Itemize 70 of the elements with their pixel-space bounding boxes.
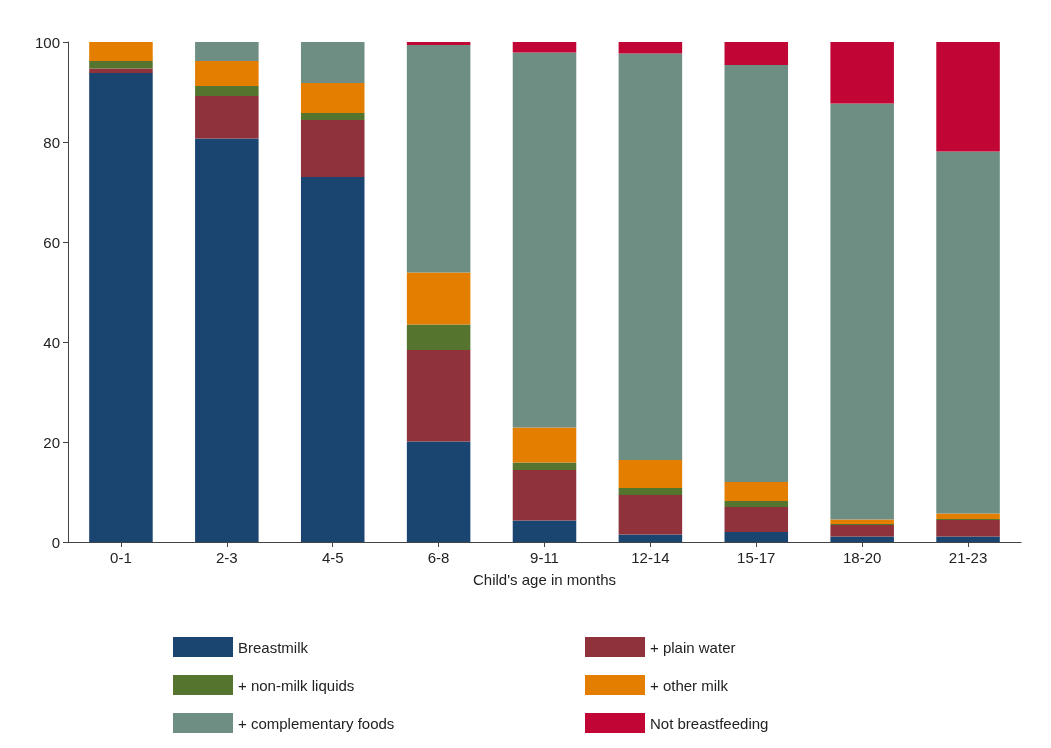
x-axis-title: Child's age in months	[473, 571, 616, 588]
bar	[89, 42, 153, 61]
bar	[300, 113, 365, 120]
bar	[300, 83, 365, 113]
bar	[89, 73, 153, 542]
bar	[936, 151, 1000, 514]
bar	[300, 42, 365, 83]
bar	[406, 45, 471, 273]
legend-label: + non-milk liquids	[238, 676, 355, 694]
bar	[195, 138, 259, 542]
bar	[195, 86, 259, 96]
y-tick-label: 40	[43, 333, 60, 351]
bar	[512, 427, 577, 463]
bar	[936, 520, 1000, 537]
x-tick-label: 0-1	[110, 549, 132, 566]
bar	[830, 525, 894, 537]
bar	[512, 52, 577, 428]
x-tick-label: 4-5	[321, 549, 344, 566]
bar	[724, 532, 789, 542]
bar	[89, 61, 153, 69]
x-tick-label: 12-14	[631, 549, 670, 566]
bar	[406, 42, 471, 45]
bar	[512, 470, 577, 521]
bar	[618, 460, 683, 488]
bar	[936, 42, 1000, 152]
bar	[724, 507, 789, 532]
bar	[724, 42, 789, 65]
bar	[406, 272, 471, 325]
bar	[618, 53, 683, 460]
x-tick-label: 9-11	[530, 549, 559, 566]
bar	[936, 513, 1000, 519]
x-tick-label: 6-8	[427, 549, 450, 566]
bar	[830, 536, 894, 542]
bar	[724, 65, 789, 482]
bar	[936, 536, 1000, 542]
bar	[512, 520, 577, 542]
bar	[300, 177, 365, 542]
legend-label: + complementary foods	[238, 714, 395, 732]
bar	[512, 42, 577, 53]
bar	[830, 42, 894, 104]
x-tick-label: 18-20	[842, 549, 882, 566]
bar	[300, 120, 365, 177]
legend-label: Breastmilk	[238, 638, 309, 656]
bar	[406, 441, 471, 542]
bar	[406, 350, 471, 442]
bar	[830, 519, 894, 524]
bar	[830, 103, 894, 520]
y-tick-label: 20	[43, 433, 60, 451]
bar	[618, 534, 683, 542]
bar	[724, 482, 789, 501]
y-tick-label: 0	[51, 533, 60, 551]
bar	[89, 68, 153, 73]
bar	[195, 61, 259, 86]
bar	[618, 42, 683, 54]
y-tick-label: 80	[43, 133, 60, 151]
x-tick-label: 21-23	[948, 549, 988, 566]
y-tick-label: 60	[43, 233, 60, 251]
legend-label: + other milk	[650, 676, 729, 694]
x-tick-label: 15-17	[737, 549, 776, 566]
bar	[512, 462, 577, 470]
bar	[406, 324, 471, 350]
legend-label: + plain water	[650, 638, 736, 656]
bar	[618, 488, 683, 495]
legend-label: Not breastfeeding	[650, 714, 769, 732]
y-tick-label: 100	[34, 33, 60, 51]
x-tick-label: 2-3	[215, 549, 238, 566]
bar	[724, 501, 789, 507]
bar	[195, 42, 259, 61]
bar	[618, 495, 683, 535]
bar	[195, 96, 259, 139]
